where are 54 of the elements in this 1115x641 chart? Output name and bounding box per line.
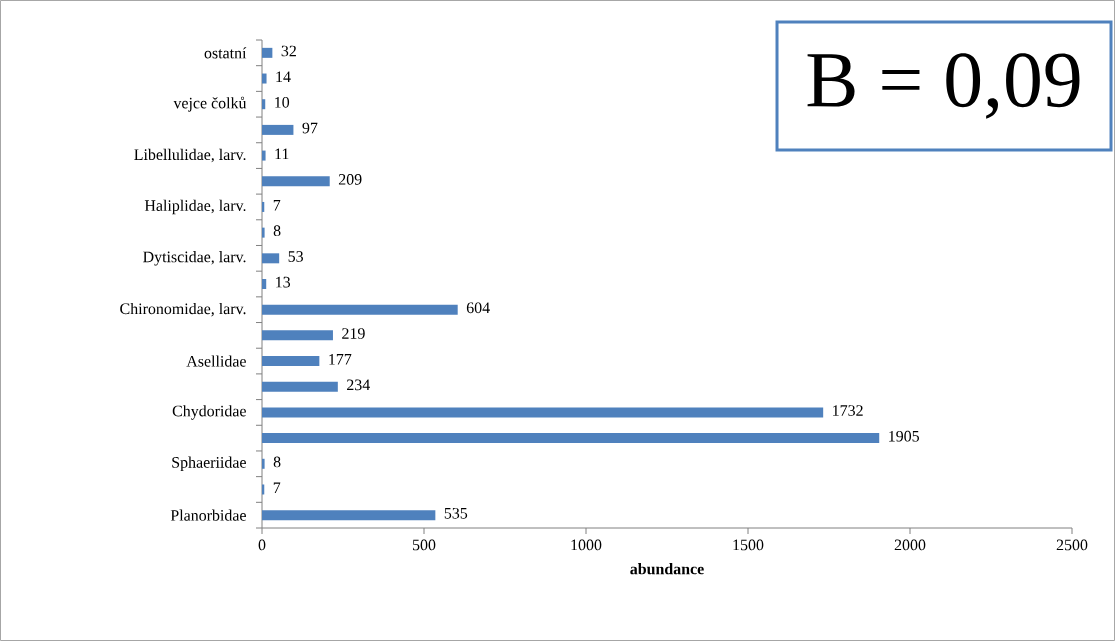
data-label: 219 [342, 328, 365, 339]
bar [262, 304, 458, 315]
y-tick-label: Libellulidae, larv. [134, 148, 246, 163]
y-tick-label: Asellidae [186, 355, 246, 367]
data-label: 97 [302, 122, 318, 134]
data-label: 234 [347, 379, 370, 391]
y-tick-label: vejce čolků [173, 96, 247, 112]
bar [262, 279, 267, 289]
y-tick-label: Chironomidae, larv. [120, 302, 246, 317]
bar [262, 150, 266, 161]
data-label: 7 [273, 482, 281, 493]
bar [262, 433, 880, 444]
data-label: 604 [466, 302, 490, 314]
data-label: 1905 [889, 430, 919, 442]
x-axis-title: abundance [630, 563, 704, 575]
data-label: 8 [273, 225, 281, 237]
bar [262, 253, 280, 264]
y-tick-label: Planorbidae [170, 509, 246, 521]
y-tick-label: ostatní [204, 47, 247, 59]
data-label: 1732 [833, 405, 863, 416]
bar [262, 356, 320, 367]
data-label: 8 [273, 456, 281, 468]
bar [262, 510, 436, 521]
bar [262, 227, 265, 238]
data-label: 32 [281, 45, 296, 57]
x-tick-label: 1000 [571, 539, 602, 551]
annotation: B = 0,09 [807, 53, 1080, 119]
x-tick-label: 0 [258, 539, 266, 551]
data-label: 11 [275, 148, 289, 160]
x-tick-label: 1500 [733, 539, 764, 551]
data-label: 177 [329, 354, 352, 365]
x-tick-label: 2000 [894, 539, 926, 551]
data-label: 209 [338, 174, 362, 185]
y-tick-label: Haliplidae, larv. [144, 199, 246, 215]
bar [262, 176, 330, 187]
y-tick-label: Sphaeriidae [172, 456, 246, 472]
y-tick-label: Dytiscidae, larv. [143, 251, 246, 266]
y-tick-label: Chydoridae [172, 405, 246, 420]
data-label: 13 [276, 276, 291, 288]
data-label: 7 [273, 200, 281, 211]
data-label: 53 [288, 251, 303, 262]
data-label: 10 [275, 96, 290, 108]
bar [262, 47, 273, 58]
bar [262, 73, 267, 84]
bar [262, 407, 824, 418]
bar [262, 124, 294, 135]
x-tick-label: 2500 [1056, 539, 1088, 551]
data-label: 535 [444, 507, 468, 519]
bar [262, 381, 338, 392]
data-label: 14 [276, 71, 291, 83]
bar [262, 458, 265, 469]
x-tick-label: 500 [412, 539, 436, 551]
bar [262, 330, 333, 341]
bar [262, 99, 266, 110]
